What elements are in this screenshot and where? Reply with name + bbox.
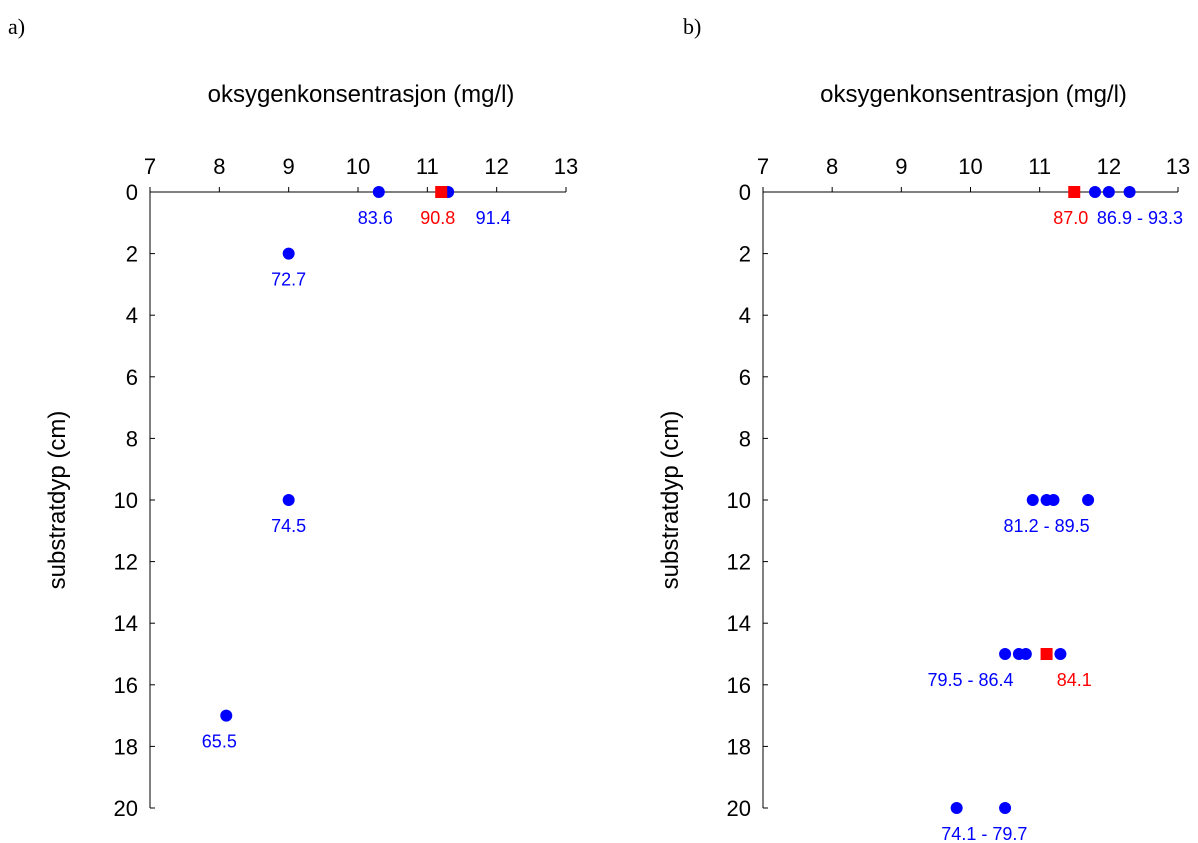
y-axis-title-a: substratdyp (cm): [44, 411, 71, 590]
data-point-b: [950, 802, 963, 814]
x-tick-label-a: 9: [283, 154, 295, 179]
y-tick-label-a: 14: [114, 611, 138, 636]
value-label-a: 90.8: [420, 208, 455, 228]
value-label-b: 87.0: [1053, 208, 1088, 228]
y-tick-label-b: 8: [739, 426, 751, 451]
y-tick-label-a: 6: [126, 365, 138, 390]
x-tick-label-a: 13: [554, 154, 578, 179]
data-point-a: [372, 186, 385, 198]
data-point-a: [220, 709, 233, 722]
y-tick-label-b: 18: [727, 734, 751, 759]
data-point-b: [1047, 494, 1060, 506]
x-axis-title-a: oksygenkonsentrasjon (mg/l): [208, 81, 515, 108]
x-tick-label-b: 13: [1166, 154, 1190, 179]
y-axis-title-b: substratdyp (cm): [657, 411, 684, 590]
x-tick-label-b: 12: [1097, 154, 1121, 179]
data-point-b: [1019, 648, 1032, 660]
data-point-b: [1082, 494, 1095, 506]
x-tick-label-a: 11: [416, 154, 439, 179]
x-tick-label-b: 7: [757, 154, 769, 179]
reference-point-b: [1040, 648, 1053, 660]
x-tick-label-b: 8: [826, 154, 838, 179]
value-label-b: 84.1: [1057, 670, 1092, 690]
y-tick-label-a: 0: [126, 180, 138, 205]
y-tick-label-b: 2: [739, 242, 751, 267]
x-tick-label-a: 7: [144, 154, 156, 179]
data-point-b: [999, 802, 1012, 814]
value-label-b: 74.1 - 79.7: [941, 824, 1027, 843]
data-point-b: [1026, 494, 1039, 506]
value-label-a: 74.5: [271, 516, 306, 536]
y-tick-label-a: 20: [114, 796, 138, 821]
reference-point-b: [1068, 186, 1081, 198]
value-label-a: 65.5: [202, 732, 237, 752]
y-tick-label-b: 4: [739, 303, 751, 328]
panel-label-a: a): [8, 14, 26, 39]
value-label-b: 79.5 - 86.4: [927, 670, 1013, 690]
y-tick-label-b: 0: [739, 180, 751, 205]
value-label-b: 81.2 - 89.5: [1004, 516, 1090, 536]
y-tick-label-b: 6: [739, 365, 751, 390]
y-tick-label-b: 10: [727, 488, 751, 513]
y-tick-label-a: 2: [126, 242, 138, 267]
y-tick-label-b: 12: [727, 550, 751, 575]
y-tick-label-b: 14: [727, 611, 751, 636]
y-tick-label-b: 16: [727, 673, 751, 698]
y-tick-label-a: 12: [114, 550, 138, 575]
y-tick-label-a: 16: [114, 673, 138, 698]
data-point-a: [282, 494, 295, 506]
x-tick-label-a: 8: [213, 154, 225, 179]
x-tick-label-a: 10: [346, 154, 370, 179]
y-tick-label-a: 10: [114, 488, 138, 513]
data-point-b: [1089, 186, 1101, 198]
x-axis-title-b: oksygenkonsentrasjon (mg/l): [820, 81, 1127, 108]
value-label-a: 72.7: [271, 270, 306, 290]
y-tick-label-a: 18: [114, 734, 138, 759]
y-tick-label-b: 20: [727, 796, 751, 821]
value-label-b: 86.9 - 93.3: [1097, 208, 1183, 228]
x-tick-label-b: 9: [895, 154, 907, 179]
reference-point-a: [435, 186, 448, 198]
data-point-b: [1102, 186, 1115, 198]
x-tick-label-b: 11: [1028, 154, 1051, 179]
data-point-a: [282, 247, 295, 260]
x-tick-label-a: 12: [484, 154, 508, 179]
value-label-a: 83.6: [358, 208, 393, 228]
y-tick-label-a: 4: [126, 303, 138, 328]
panel-label-b: b): [683, 14, 702, 39]
value-label-a: 91.4: [476, 208, 511, 228]
data-point-b: [999, 648, 1012, 660]
y-tick-label-a: 8: [126, 426, 138, 451]
data-point-b: [1054, 648, 1067, 660]
data-point-b: [1123, 186, 1136, 198]
x-tick-label-b: 10: [958, 154, 982, 179]
